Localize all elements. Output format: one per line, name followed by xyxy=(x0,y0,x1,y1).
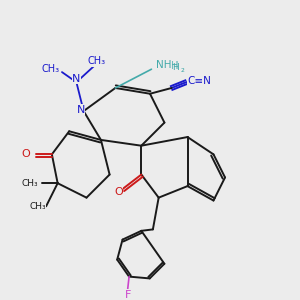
Text: O: O xyxy=(22,149,30,159)
Text: CH₃: CH₃ xyxy=(22,179,38,188)
Text: F: F xyxy=(124,290,131,299)
Text: ₂: ₂ xyxy=(180,64,184,74)
Text: O: O xyxy=(114,187,123,197)
Text: C≡N: C≡N xyxy=(188,76,212,86)
Text: N: N xyxy=(76,105,85,115)
Text: NH: NH xyxy=(163,61,178,71)
Text: CH₃: CH₃ xyxy=(41,64,59,74)
Text: H: H xyxy=(172,63,179,72)
Text: N: N xyxy=(72,74,81,84)
Text: CH₃: CH₃ xyxy=(29,202,46,211)
Text: NH: NH xyxy=(156,60,171,70)
Text: CH₃: CH₃ xyxy=(88,56,106,66)
